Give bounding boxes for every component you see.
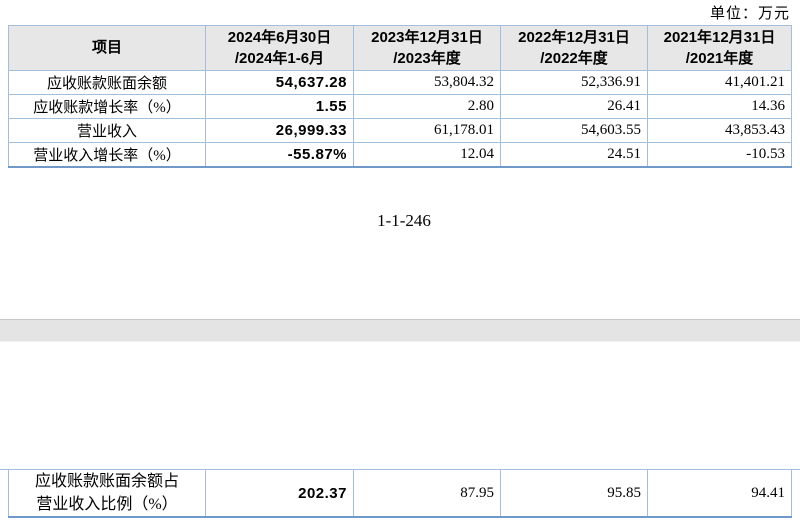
row-label: 应收账款账面余额 (8, 70, 206, 95)
header-line: 2022年12月31日 (518, 28, 630, 46)
header-line: /2022年度 (540, 50, 608, 67)
unit-label: 单位：万元 (709, 6, 790, 22)
row-label: 营业收入增长率（%） (8, 142, 206, 168)
row-label: 应收账款账面余额占 营业收入比例（%） (8, 469, 206, 519)
header-cell-2021: 2021年12月31日 /2021年度 (647, 25, 792, 71)
financial-table: 项目 2024年6月30日 /2024年1-6月 2023年12月31日 /20… (8, 25, 792, 168)
cell-value: -55.87% (205, 142, 354, 168)
cell-value: 12.04 (353, 142, 501, 168)
cell-value: 1.55 (205, 94, 354, 119)
page-separator (0, 319, 800, 342)
header-line: 2023年12月31日 (371, 28, 483, 46)
header-cell-2024: 2024年6月30日 /2024年1-6月 (205, 25, 354, 71)
header-line: /2023年度 (393, 50, 461, 67)
row-label: 应收账款增长率（%） (8, 94, 206, 119)
row-label-line: 营业收入比例（%） (36, 496, 178, 514)
cell-value: 26,999.33 (205, 118, 354, 143)
row-label: 营业收入 (8, 118, 206, 143)
cell-value: 53,804.32 (353, 70, 501, 95)
cell-value: 43,853.43 (647, 118, 792, 143)
table-row-receivable-balance: 应收账款账面余额 54,637.28 53,804.32 52,336.91 4… (8, 70, 792, 95)
table-row-revenue: 营业收入 26,999.33 61,178.01 54,603.55 43,85… (8, 118, 792, 143)
cell-value: 54,637.28 (205, 70, 354, 95)
cell-value: 87.95 (353, 469, 501, 519)
cell-value: 41,401.21 (647, 70, 792, 95)
header-cell-2023: 2023年12月31日 /2023年度 (353, 25, 501, 71)
financial-table-continuation: 应收账款账面余额占 营业收入比例（%） 202.37 87.95 95.85 9… (8, 469, 792, 519)
table-row-receivable-growth: 应收账款增长率（%） 1.55 2.80 26.41 14.36 (8, 94, 792, 119)
header-line: 2024年6月30日 (227, 28, 332, 46)
header-line: /2024年1-6月 (234, 50, 325, 67)
table-row-revenue-growth: 营业收入增长率（%） -55.87% 12.04 24.51 -10.53 (8, 142, 792, 168)
table-header-row: 项目 2024年6月30日 /2024年1-6月 2023年12月31日 /20… (8, 25, 792, 71)
cell-value: 54,603.55 (500, 118, 648, 143)
header-line: /2021年度 (685, 50, 754, 67)
cell-value: 95.85 (500, 469, 648, 519)
page-number: 1-1-246 (377, 211, 431, 230)
cell-value: 14.36 (647, 94, 792, 119)
cell-value: -10.53 (647, 142, 792, 168)
header-line: 2021年12月31日 (663, 28, 776, 46)
row-label-line: 应收账款账面余额占 (34, 473, 179, 490)
cell-value: 2.80 (353, 94, 501, 119)
header-cell-item: 项目 (8, 25, 206, 71)
cell-value: 202.37 (205, 469, 354, 519)
cell-value: 52,336.91 (500, 70, 648, 95)
table-row-receivable-to-revenue-ratio: 应收账款账面余额占 营业收入比例（%） 202.37 87.95 95.85 9… (8, 469, 792, 519)
cell-value: 94.41 (647, 469, 792, 519)
header-cell-2022: 2022年12月31日 /2022年度 (500, 25, 648, 71)
cell-value: 61,178.01 (353, 118, 501, 143)
cell-value: 24.51 (500, 142, 648, 168)
cell-value: 26.41 (500, 94, 648, 119)
